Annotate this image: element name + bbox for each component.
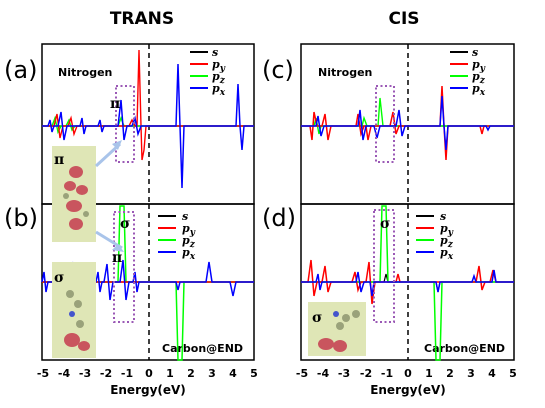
label-nitrogen-a: Nitrogen (58, 66, 112, 79)
label-carbon-b: Carbon@END (162, 342, 243, 355)
isosurface-lobe (66, 200, 82, 212)
orbital-inset-sigma-cis: σ (308, 302, 366, 356)
panel-letter-a: (a) (4, 56, 37, 84)
sigma-label-b-top: σ (120, 216, 130, 232)
x-tick-label: 1 (425, 367, 433, 380)
panel-c: Nitrogen s py pz px (300, 43, 515, 205)
atom (74, 300, 82, 308)
legend-label-py: py (212, 58, 226, 74)
sigma-label-inset: σ (54, 270, 64, 286)
legend-label-pz: pz (440, 234, 454, 250)
x-tick-label: -5 (37, 367, 49, 380)
x-axis-right: -5 -4 -3 -2 -1 0 1 2 3 4 5 Energy(eV) (296, 367, 517, 397)
atom (76, 320, 84, 328)
isosurface-lobe (318, 338, 334, 350)
legend-label-py: py (182, 222, 196, 238)
x-axis-left: -5 -4 -3 -2 -1 0 1 2 3 4 5 Energy(eV) (37, 367, 258, 397)
x-tick-label: -4 (317, 367, 330, 380)
legend-label-s: s (472, 46, 478, 59)
x-tick-label: 5 (250, 367, 258, 380)
arrowhead (112, 140, 122, 150)
isosurface-lobe (69, 218, 83, 230)
pi-label-inset: π (54, 152, 64, 168)
x-tick-label: 2 (446, 367, 454, 380)
arrowhead (112, 244, 124, 252)
sigma-label-d-top: σ (380, 216, 390, 232)
legend-d: s py pz px (416, 210, 454, 262)
x-tick-label: -2 (360, 367, 372, 380)
legend-label-s: s (212, 46, 218, 59)
panel-letter-c: (c) (262, 56, 294, 84)
atom (66, 290, 74, 298)
x-tick-label: 0 (145, 367, 153, 380)
highlight-box-c (375, 85, 395, 163)
highlight-box-d (373, 209, 395, 323)
isosurface-lobe (333, 340, 347, 352)
trace-c-px (301, 95, 514, 151)
atom (336, 322, 344, 330)
x-tick-label: 3 (467, 367, 475, 380)
legend-label-px: px (182, 246, 196, 262)
trace-a-px (42, 63, 254, 189)
legend-label-s: s (440, 210, 446, 223)
nitrogen-atom (333, 311, 339, 317)
legend-label-px: px (472, 82, 486, 98)
x-axis-title-left: Energy(eV) (110, 383, 186, 397)
x-tick-label: 0 (404, 367, 412, 380)
panel-letter-d: (d) (262, 204, 296, 232)
legend-label-py: py (472, 58, 486, 74)
legend-label-pz: pz (182, 234, 196, 250)
atom (352, 310, 360, 318)
x-tick-label: -4 (58, 367, 71, 380)
nitrogen-atom (69, 311, 75, 317)
atom (83, 211, 89, 217)
column-title-cis: CIS (388, 9, 419, 29)
x-tick-label: -5 (296, 367, 308, 380)
pi-label-b: π (112, 250, 122, 266)
x-tick-label: -2 (100, 367, 112, 380)
legend-label-px: px (440, 246, 454, 262)
orbital-inset-pi: π (52, 146, 96, 242)
x-tick-label: 5 (509, 367, 517, 380)
x-axis-title-right: Energy(eV) (370, 383, 446, 397)
atom (342, 314, 350, 322)
isosurface-lobe (69, 166, 83, 178)
panel-letter-b: (b) (4, 204, 38, 232)
isosurface-lobe (76, 185, 88, 195)
label-carbon-d: Carbon@END (424, 342, 505, 355)
x-tick-label: -1 (381, 367, 393, 380)
highlight-box-a (115, 85, 135, 163)
pi-label-a: π (110, 96, 120, 112)
legend-c: s py pz px (450, 46, 486, 98)
legend-a: s py pz px (190, 46, 226, 98)
legend-label-py: py (440, 222, 454, 238)
legend-label-px: px (212, 82, 226, 98)
isosurface-lobe (64, 181, 76, 191)
orbital-inset-sigma: σ (52, 262, 96, 358)
trace-a-pz (42, 115, 254, 135)
panel-a: Nitrogen π s py pz px (41, 43, 255, 205)
x-tick-label: 3 (208, 367, 216, 380)
highlight-box-b (113, 211, 135, 323)
x-tick-label: -1 (121, 367, 133, 380)
isosurface-lobe (78, 341, 90, 351)
isosurface-lobe (64, 333, 80, 347)
x-tick-label: -3 (79, 367, 91, 380)
column-title-trans: TRANS (110, 9, 174, 29)
legend-b: s py pz px (158, 210, 196, 262)
x-tick-label: 1 (166, 367, 174, 380)
x-tick-label: -3 (338, 367, 350, 380)
atom (63, 193, 69, 199)
x-tick-label: 2 (187, 367, 195, 380)
sigma-label-inset-cis: σ (312, 310, 322, 326)
legend-label-pz: pz (472, 70, 486, 86)
trace-d-px (301, 269, 514, 297)
label-nitrogen-c: Nitrogen (318, 66, 372, 79)
legend-label-s: s (182, 210, 188, 223)
legend-label-pz: pz (212, 70, 226, 86)
x-tick-label: 4 (488, 367, 496, 380)
panel-d: Carbon@END σ s py pz px (300, 203, 515, 361)
x-tick-label: 4 (229, 367, 237, 380)
